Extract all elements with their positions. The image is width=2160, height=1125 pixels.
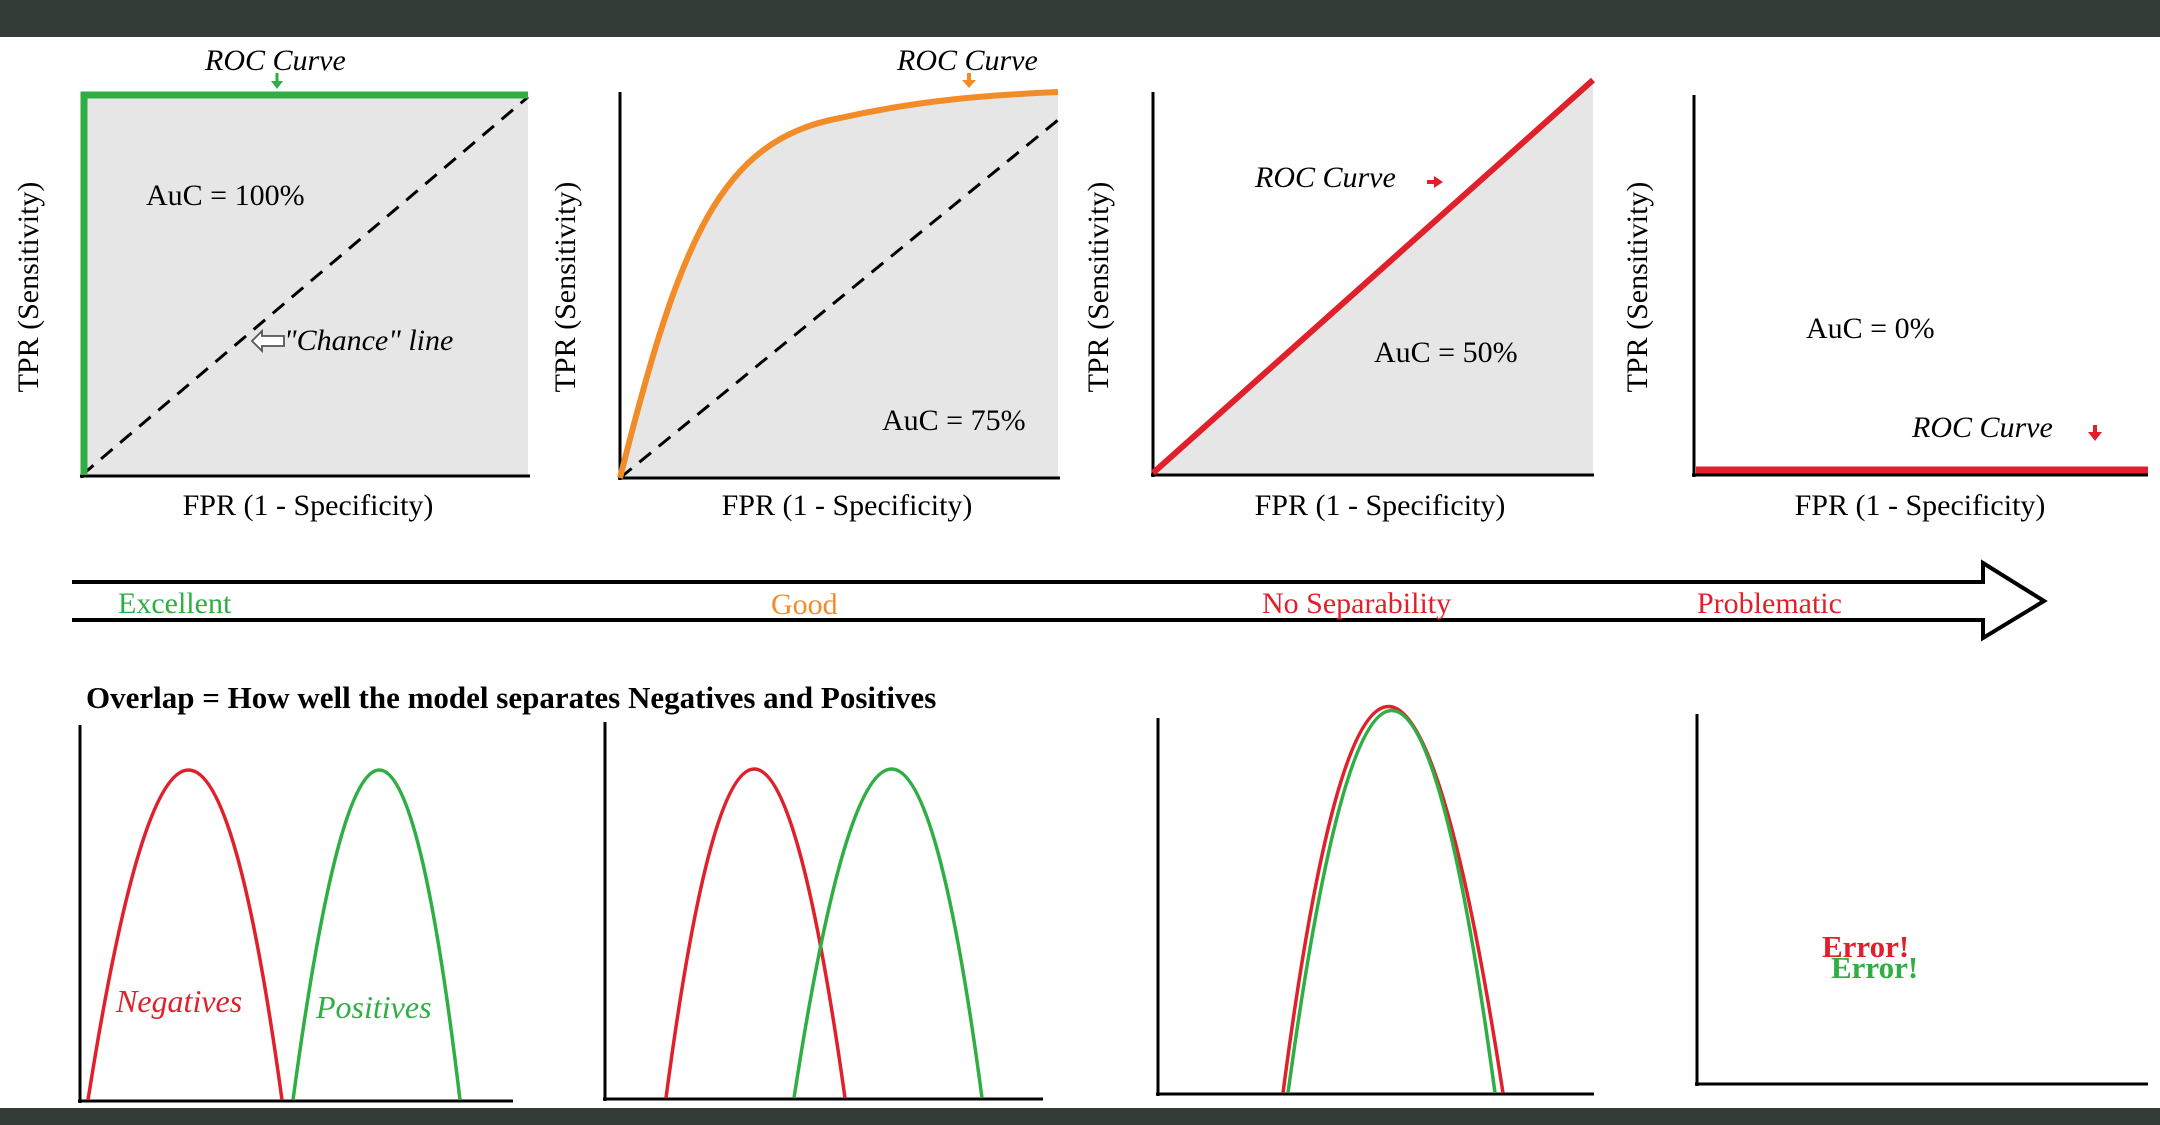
roc-panel-good: ROC Curve AuC = 75% FPR (1 - Specificity… xyxy=(549,44,1060,522)
error-label-positives: Error! xyxy=(1831,950,1918,985)
y-axis-label: TPR (Sensitivity) xyxy=(549,182,582,393)
scale-label-no-separability: No Separability xyxy=(1262,587,1451,620)
scale-label-problematic: Problematic xyxy=(1697,587,1842,620)
down-arrow-icon xyxy=(962,73,976,88)
chance-line xyxy=(81,95,529,477)
roc-curve xyxy=(80,91,528,475)
distribution-panel-no-separability xyxy=(1156,704,1594,1096)
scale-label-excellent: Excellent xyxy=(118,587,232,620)
chance-line-label: "Chance" line xyxy=(284,324,453,357)
distribution-panel-good xyxy=(603,722,1043,1101)
x-axis-label: FPR (1 - Specificity) xyxy=(183,489,434,522)
distribution-panel-excellent: Negatives Positives xyxy=(78,725,513,1103)
error-label-negatives: Error! xyxy=(1822,929,1909,964)
x-axis-label: FPR (1 - Specificity) xyxy=(722,489,973,522)
x-axis-label: FPR (1 - Specificity) xyxy=(1795,489,2046,522)
auc-label: AuC = 50% xyxy=(1374,336,1518,369)
y-axis-label: TPR (Sensitivity) xyxy=(1082,182,1115,393)
roc-curve-label: ROC Curve xyxy=(896,44,1038,77)
y-axis-label: TPR (Sensitivity) xyxy=(1621,182,1654,393)
positives-label: Positives xyxy=(315,989,432,1025)
negatives-curve xyxy=(86,768,284,1101)
roc-curve-label: ROC Curve xyxy=(204,44,346,77)
chance-line xyxy=(619,118,1059,480)
negatives-curve xyxy=(1281,704,1505,1094)
roc-curve xyxy=(1151,77,1595,476)
left-arrow-icon xyxy=(250,328,285,354)
scale-arrow-icon xyxy=(72,559,2048,642)
auc-label: AuC = 75% xyxy=(882,404,1026,437)
roc-panel-problematic: AuC = 0% ROC Curve FPR (1 - Specificity)… xyxy=(1621,95,2148,522)
x-axis-label: FPR (1 - Specificity) xyxy=(1255,489,1506,522)
positives-curve xyxy=(291,768,462,1101)
quality-scale: Excellent Good No Separability Problemat… xyxy=(72,559,2048,642)
auc-label: AuC = 0% xyxy=(1806,312,1935,345)
roc-curve xyxy=(617,89,1059,479)
roc-curve-label: ROC Curve xyxy=(1911,411,2053,444)
auc-label: AuC = 100% xyxy=(146,179,305,212)
down-arrow-icon xyxy=(2088,425,2102,441)
down-arrow-icon xyxy=(271,73,283,89)
right-arrow-icon xyxy=(1427,176,1443,188)
positives-curve xyxy=(1286,708,1497,1094)
roc-panel-no-separability: ROC Curve AuC = 50% FPR (1 - Specificity… xyxy=(1082,77,1595,522)
distribution-panel-problematic: Error! Error! xyxy=(1695,714,2148,1086)
overlap-title: Overlap = How well the model separates N… xyxy=(86,680,936,715)
positives-curve xyxy=(792,767,984,1099)
y-axis-label: TPR (Sensitivity) xyxy=(12,182,45,393)
roc-curve-label: ROC Curve xyxy=(1254,161,1396,194)
roc-panel-excellent: ROC Curve AuC = 100% "Chance" line FPR (… xyxy=(12,44,530,522)
scale-label-good: Good xyxy=(771,588,838,621)
negatives-curve xyxy=(664,767,847,1099)
negatives-label: Negatives xyxy=(115,983,242,1019)
